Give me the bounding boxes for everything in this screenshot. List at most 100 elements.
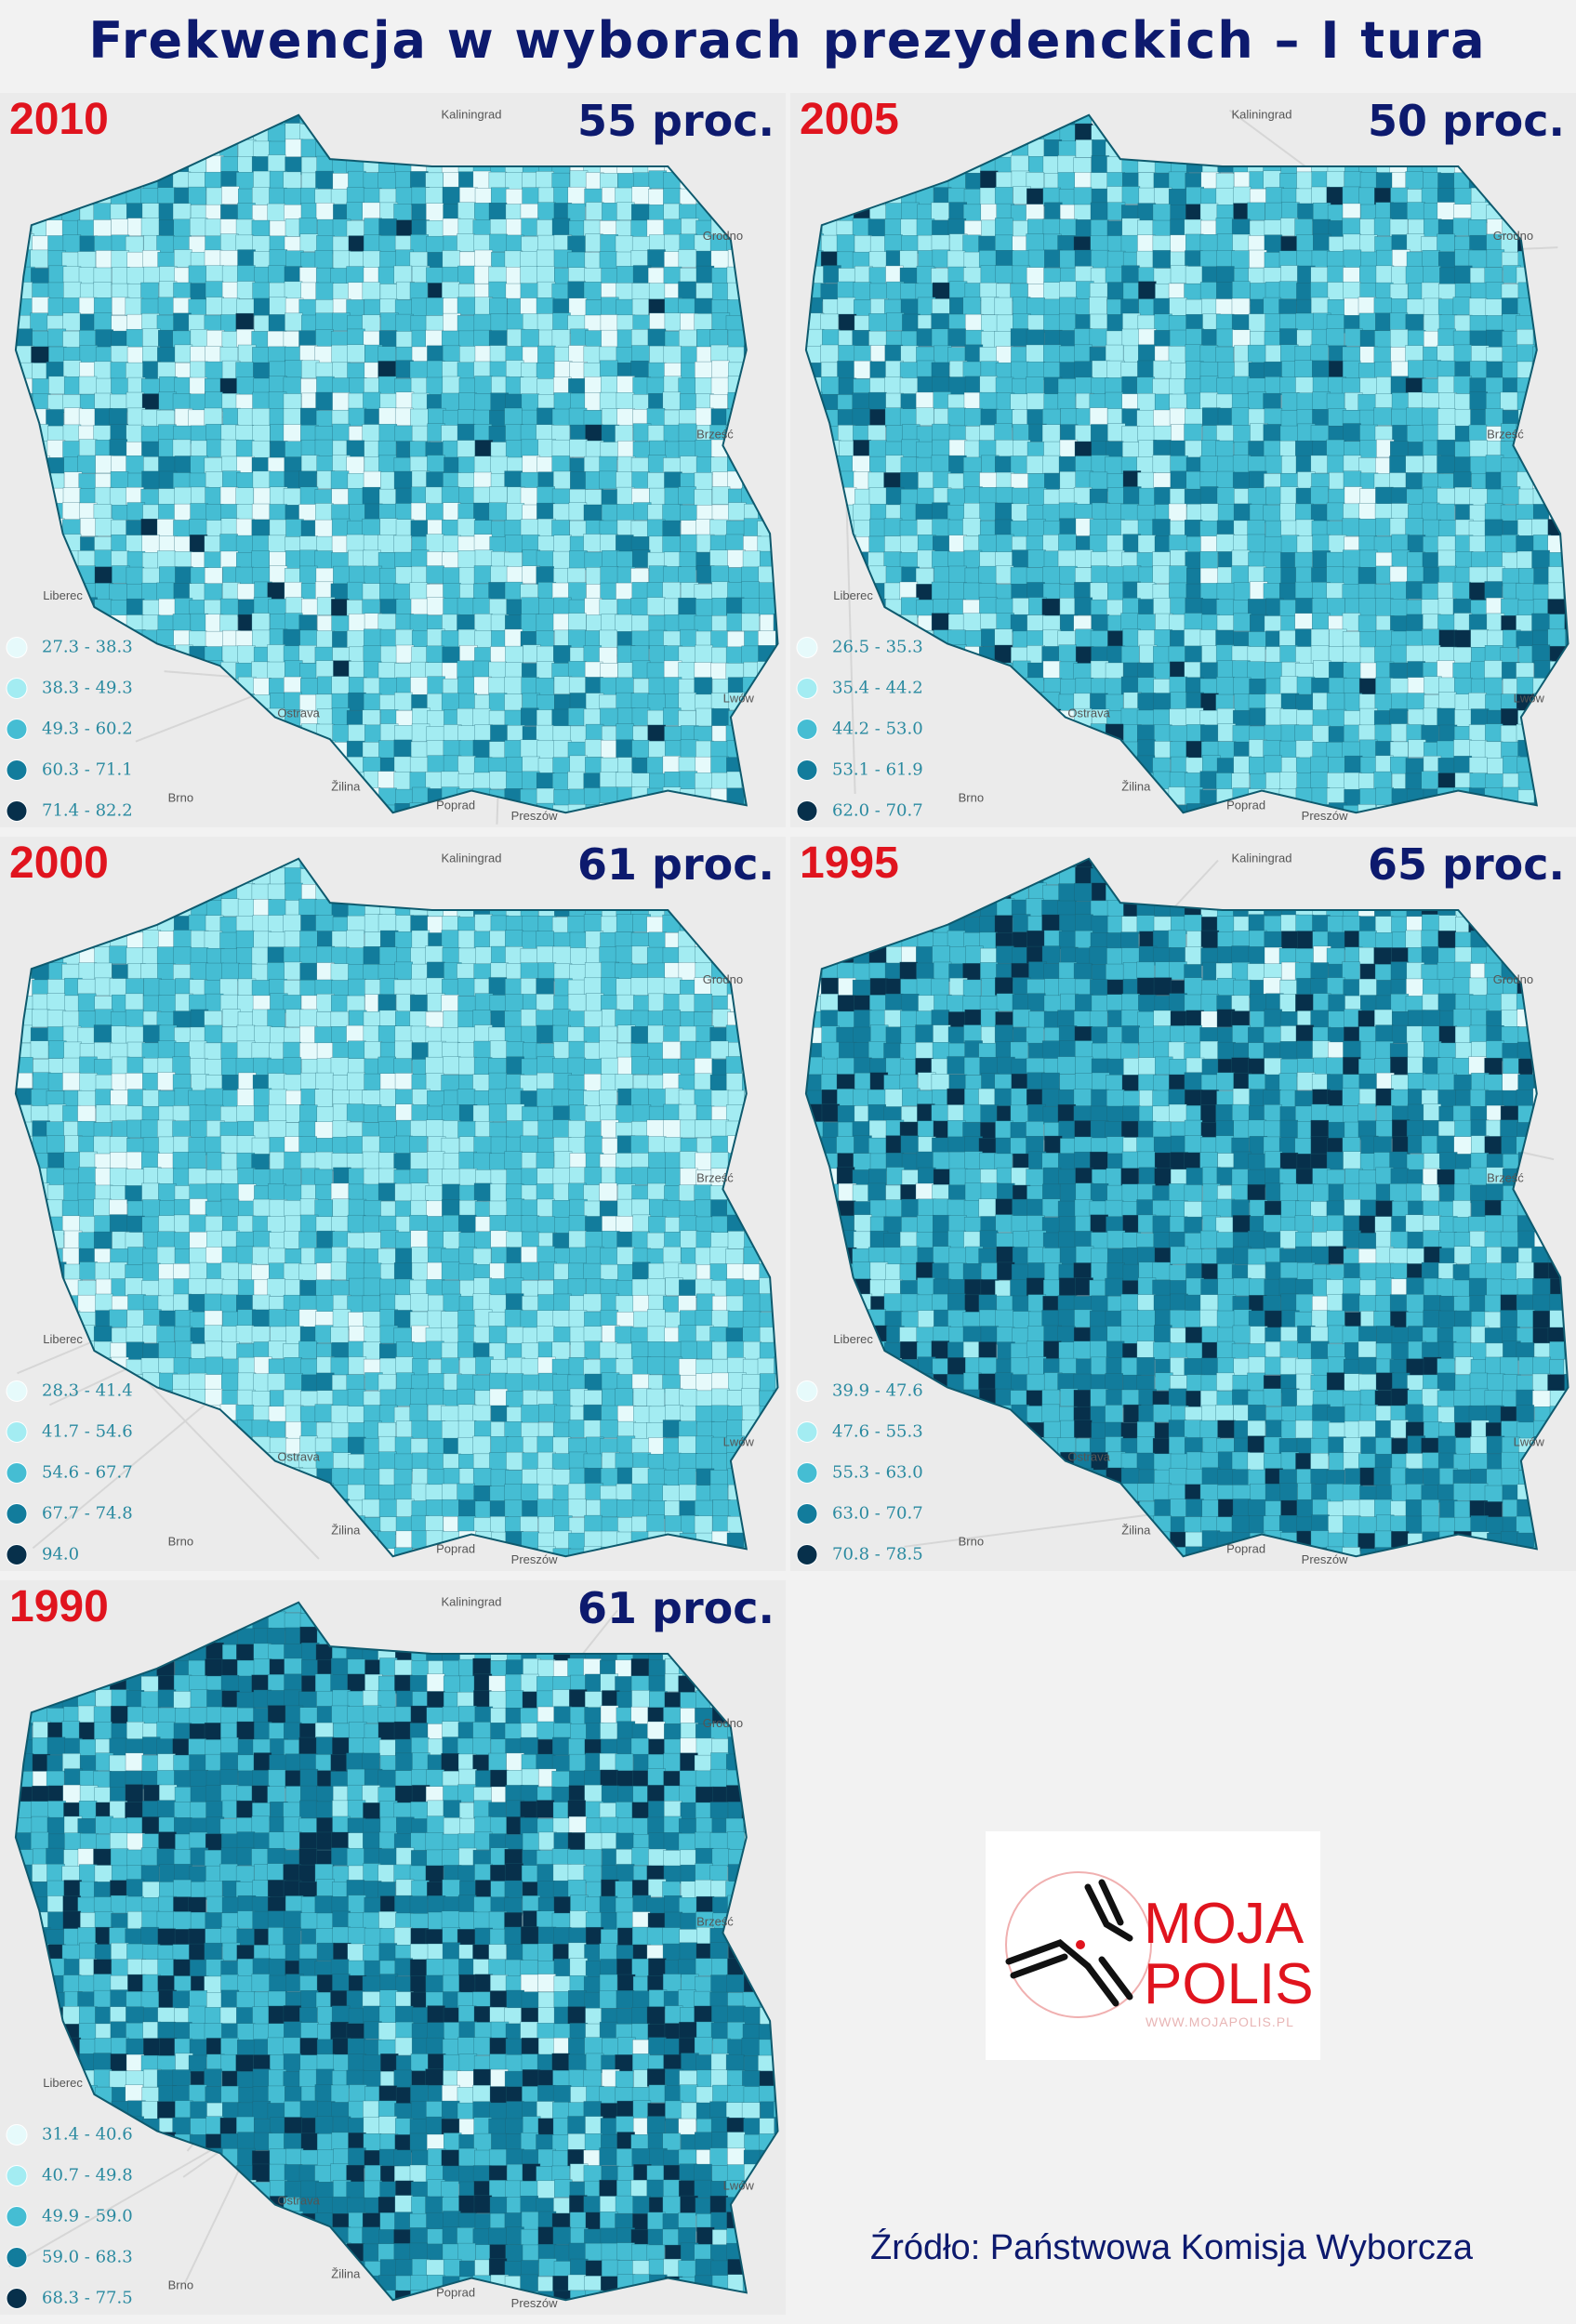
municipality xyxy=(1185,645,1203,665)
municipality xyxy=(1405,518,1424,536)
municipality xyxy=(662,755,682,774)
municipality xyxy=(883,518,903,536)
municipality xyxy=(725,534,744,553)
municipality xyxy=(600,707,618,727)
municipality xyxy=(567,186,587,205)
municipality xyxy=(646,519,666,538)
municipality xyxy=(1469,440,1489,458)
municipality xyxy=(994,265,1013,284)
basemap-label: Žilina xyxy=(1121,780,1151,794)
municipality xyxy=(31,346,49,365)
municipality xyxy=(1343,233,1361,253)
municipality xyxy=(1423,266,1441,284)
municipality xyxy=(915,391,934,411)
municipality xyxy=(522,346,541,365)
municipality xyxy=(1373,407,1392,426)
municipality xyxy=(283,408,302,427)
municipality xyxy=(680,504,698,523)
municipality xyxy=(505,440,524,458)
municipality xyxy=(1470,202,1490,220)
municipality xyxy=(647,249,666,268)
municipality xyxy=(678,597,696,616)
municipality xyxy=(1247,202,1265,221)
municipality xyxy=(883,582,903,601)
municipality xyxy=(837,297,856,316)
municipality xyxy=(1233,186,1252,205)
municipality xyxy=(899,408,919,427)
municipality xyxy=(1075,677,1094,696)
municipality xyxy=(1389,218,1409,238)
municipality xyxy=(695,756,714,775)
municipality xyxy=(346,629,365,649)
basemap-label: Kaliningrad xyxy=(1231,108,1291,122)
municipality xyxy=(204,551,223,571)
municipality xyxy=(1326,439,1344,458)
municipality xyxy=(868,313,887,332)
municipality xyxy=(363,693,382,712)
municipality xyxy=(442,520,460,538)
municipality xyxy=(330,470,350,489)
municipality xyxy=(899,581,919,601)
municipality xyxy=(1516,535,1534,554)
municipality xyxy=(649,487,668,507)
municipality xyxy=(1010,393,1028,413)
municipality xyxy=(410,549,430,568)
municipality xyxy=(395,391,415,411)
municipality xyxy=(346,456,364,475)
municipality xyxy=(348,407,367,427)
municipality xyxy=(1026,344,1044,363)
municipality xyxy=(1279,740,1298,759)
municipality xyxy=(1500,470,1519,490)
municipality xyxy=(853,520,872,539)
municipality xyxy=(1390,487,1410,506)
municipality xyxy=(457,440,476,458)
basemap-label: Lwów xyxy=(1514,692,1545,706)
municipality xyxy=(1184,423,1202,442)
municipality xyxy=(1294,724,1313,744)
municipality xyxy=(1137,693,1156,711)
municipality xyxy=(553,645,572,664)
municipality xyxy=(1453,629,1473,649)
municipality xyxy=(1391,693,1410,711)
municipality xyxy=(1408,739,1426,758)
municipality xyxy=(425,329,444,349)
municipality xyxy=(504,676,523,695)
municipality xyxy=(490,724,509,744)
municipality xyxy=(678,329,697,349)
municipality xyxy=(1263,504,1281,523)
municipality xyxy=(1468,724,1488,743)
municipality xyxy=(1279,708,1299,727)
municipality xyxy=(1012,549,1030,568)
municipality xyxy=(1310,425,1330,443)
municipality xyxy=(285,882,303,902)
municipality xyxy=(1137,172,1157,191)
municipality xyxy=(981,314,1000,333)
legend-swatch xyxy=(796,636,818,658)
municipality xyxy=(111,218,129,237)
municipality xyxy=(1279,503,1299,522)
municipality xyxy=(393,583,413,602)
municipality xyxy=(506,503,525,522)
municipality xyxy=(1405,171,1424,190)
municipality xyxy=(1232,471,1252,491)
municipality xyxy=(536,614,555,633)
municipality xyxy=(1422,407,1440,427)
municipality xyxy=(425,503,444,522)
municipality xyxy=(95,455,113,474)
municipality xyxy=(62,266,82,284)
municipality xyxy=(1120,613,1139,631)
municipality xyxy=(489,771,508,790)
municipality xyxy=(141,470,160,490)
municipality xyxy=(710,630,729,649)
municipality xyxy=(1453,646,1472,666)
municipality xyxy=(583,534,602,552)
municipality xyxy=(441,630,460,649)
municipality xyxy=(583,282,603,300)
municipality xyxy=(1438,565,1457,585)
municipality xyxy=(235,440,255,458)
municipality xyxy=(1075,549,1093,568)
municipality xyxy=(299,565,318,585)
municipality xyxy=(1233,503,1252,522)
municipality xyxy=(1232,281,1251,299)
municipality xyxy=(1153,693,1172,711)
